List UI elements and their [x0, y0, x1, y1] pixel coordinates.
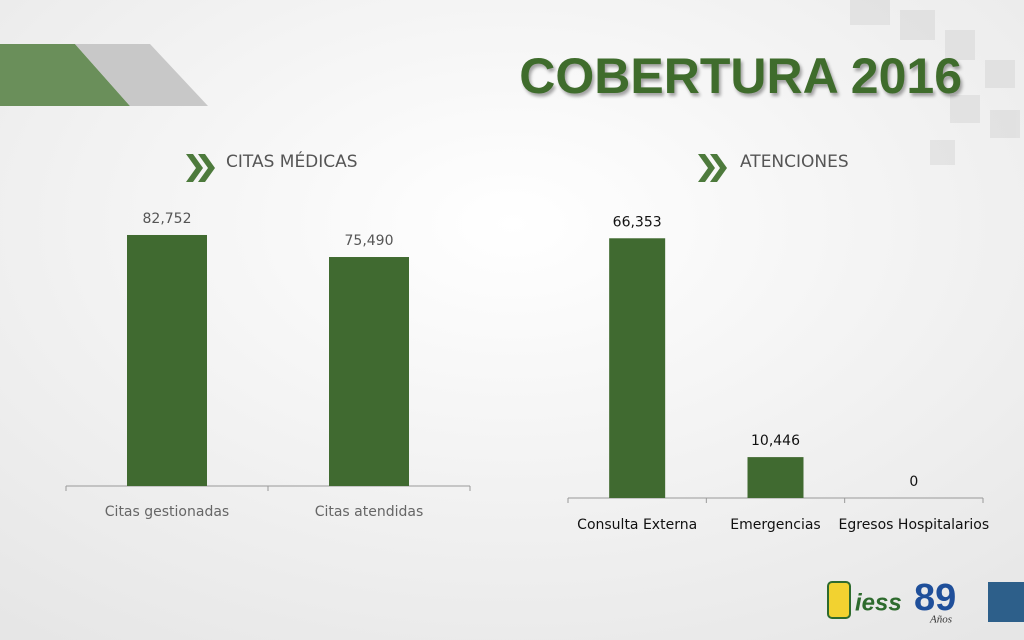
logo-caption: Años: [929, 614, 952, 626]
x-tick-label: Egresos Hospitalarios: [839, 517, 990, 533]
x-tick-label: Citas atendidas: [315, 504, 424, 520]
logo-icon: [827, 581, 851, 619]
chevron-icon: [186, 154, 215, 182]
slide-title: COBERTURA 2016: [519, 48, 962, 104]
bar: [747, 457, 804, 498]
bar: [127, 234, 207, 486]
bar: [609, 238, 666, 499]
x-tick-label: Citas gestionadas: [105, 504, 229, 520]
value-label: 0: [909, 474, 918, 490]
header-band: [75, 44, 208, 106]
value-label: 10,446: [751, 433, 800, 449]
logo-number: 89: [914, 577, 956, 619]
chart-title: ATENCIONES: [740, 152, 849, 172]
value-label: 75,490: [345, 233, 394, 249]
value-label: 66,353: [613, 214, 662, 230]
logo: iess 89 Años: [827, 577, 1024, 626]
logo-name: iess: [855, 589, 902, 616]
chevron-icon: [698, 154, 727, 182]
x-tick-label: Emergencias: [730, 517, 820, 533]
header-band: [0, 44, 130, 106]
logo-bar: [988, 582, 1024, 622]
bar: [329, 257, 409, 486]
x-tick-label: Consulta Externa: [577, 517, 697, 533]
decor: [850, 0, 1020, 165]
chart-title: CITAS MÉDICAS: [226, 150, 358, 172]
value-label: 82,752: [143, 211, 192, 227]
